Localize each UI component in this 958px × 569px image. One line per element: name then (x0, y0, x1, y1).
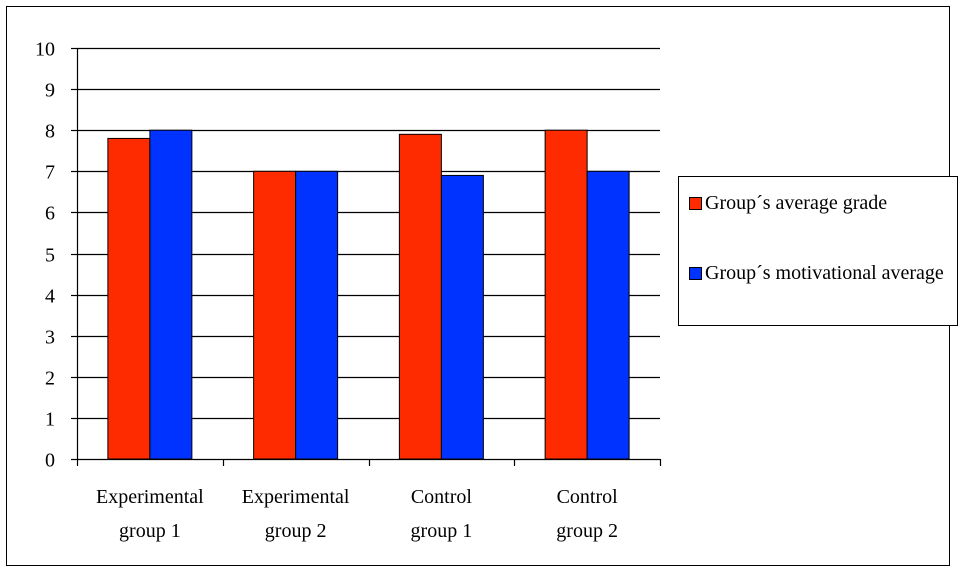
y-tick-label-7: 7 (45, 162, 55, 184)
bars (107, 129, 630, 460)
y-tick-label-3: 3 (45, 327, 55, 349)
legend-swatch-blue (689, 267, 702, 280)
bar-average-grade-3 (398, 133, 442, 460)
bar-motivational-average-2 (295, 170, 339, 460)
x-category-label-1-line-2: group 1 (119, 520, 181, 542)
legend-label-average-grade: Group´s average grade (705, 192, 888, 214)
bar-average-grade-2 (253, 170, 297, 460)
bar-motivational-average-3 (440, 174, 484, 460)
bar-motivational-average-4 (586, 170, 630, 460)
x-category-label-2-line-2: group 2 (265, 520, 327, 542)
legend-label-motivational-average: Group´s motivational average (705, 262, 944, 284)
y-tick-label-10: 10 (35, 39, 55, 61)
bar-motivational-average-1 (149, 129, 193, 460)
legend: Group´s average grade Group´s motivation… (678, 176, 958, 326)
y-tick-label-2: 2 (45, 368, 55, 390)
bar-average-grade-1 (107, 137, 151, 460)
x-category-label-4-line-1: Control (557, 486, 619, 508)
y-tick-label-1: 1 (45, 409, 55, 431)
x-category-label-3-line-2: group 1 (411, 520, 473, 542)
x-category-label-3-line-1: Control (411, 486, 473, 508)
x-category-label-1-line-1: Experimental (96, 486, 204, 508)
x-category-label-2-line-1: Experimental (242, 486, 350, 508)
axis-labels: 0 1 2 3 4 5 6 7 8 9 10 Experimental group 1 Experimen… (35, 39, 618, 543)
bar-average-grade-4 (544, 129, 588, 460)
y-tick-label-8: 8 (45, 121, 55, 143)
y-tick-label-4: 4 (45, 286, 55, 308)
y-tick-label-5: 5 (45, 245, 55, 267)
legend-swatch-red (689, 197, 702, 210)
y-tick-label-0: 0 (45, 450, 55, 472)
axes (71, 47, 662, 466)
y-tick-label-6: 6 (45, 203, 55, 225)
y-tick-label-9: 9 (45, 80, 55, 102)
x-category-label-4-line-2: group 2 (556, 520, 618, 542)
